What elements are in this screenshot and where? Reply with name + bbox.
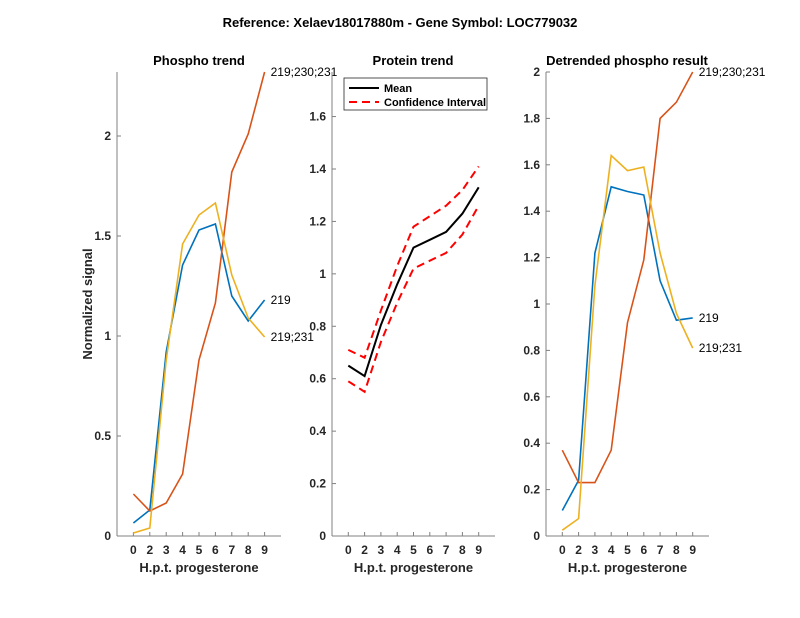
panel-3: 0 2 3 4 5 6 7 8 900.20.40.60.811.21.41.61.82Detr… <box>523 53 765 575</box>
series-line-219-231 <box>561 153 694 531</box>
legend-box <box>343 77 488 111</box>
x-tick-label: 6 <box>212 543 219 557</box>
x-tick-label: 7 <box>443 543 450 557</box>
y-tick-label: 2 <box>104 129 111 143</box>
y-tick-label: 0 <box>104 529 111 543</box>
x-tick-label: 7 <box>228 543 235 557</box>
x-tick-label: 5 <box>410 543 417 557</box>
panel-title: Protein trend <box>373 53 454 68</box>
series-line-219 <box>132 222 266 524</box>
series-end-label: 219;231 <box>699 341 743 355</box>
y-tick-label: 1 <box>319 267 326 281</box>
x-axis-label: H.p.t. progesterone <box>139 560 258 575</box>
y-tick-label: 1.8 <box>523 111 540 125</box>
series-end-label: 219 <box>271 293 291 307</box>
series-end-label: 219;230;231 <box>271 65 338 79</box>
y-tick-label: 0.4 <box>523 436 540 450</box>
y-tick-label: 0.6 <box>523 390 540 404</box>
y-tick-label: 1.2 <box>523 251 540 265</box>
x-tick-label: 4 <box>608 543 615 557</box>
x-tick-label: 2 <box>575 543 582 557</box>
series-line-219-230-231 <box>561 71 694 484</box>
x-axis-label: H.p.t. progesterone <box>568 560 687 575</box>
x-tick-label: 3 <box>378 543 385 557</box>
x-tick-label: 8 <box>459 543 466 557</box>
x-tick-label: 5 <box>624 543 631 557</box>
legend-label: Mean <box>384 83 412 95</box>
x-tick-label: 9 <box>475 543 482 557</box>
y-tick-label: 0 <box>319 529 326 543</box>
x-tick-label: 9 <box>261 543 268 557</box>
panel-2: 0 2 3 4 5 6 7 8 900.20.40.60.811.21.41.6Protein … <box>309 53 495 575</box>
x-tick-label: 3 <box>592 543 599 557</box>
series-end-label: 219;231 <box>271 330 315 344</box>
x-tick-label: 3 <box>163 543 170 557</box>
y-tick-label: 1.4 <box>309 162 326 176</box>
series-line-mean <box>347 186 480 378</box>
panel-title: Phospho trend <box>153 53 245 68</box>
series-line-219-231 <box>133 201 266 534</box>
x-tick-label: 0 <box>559 543 566 557</box>
y-tick-label: 0 <box>533 529 540 543</box>
y-tick-label: 2 <box>533 65 540 79</box>
x-tick-label: 5 <box>196 543 203 557</box>
y-tick-label: 0.4 <box>309 424 326 438</box>
x-tick-label: 8 <box>673 543 680 557</box>
y-tick-label: 0.8 <box>309 319 326 333</box>
series-line-219-230-231 <box>132 71 266 512</box>
y-tick-label: 0.5 <box>94 429 111 443</box>
y-tick-label: 1 <box>533 297 540 311</box>
y-tick-label: 1.5 <box>94 229 111 243</box>
x-tick-label: 6 <box>426 543 433 557</box>
x-tick-label: 7 <box>657 543 664 557</box>
x-tick-label: 0 <box>345 543 352 557</box>
y-tick-label: 1.2 <box>309 214 326 228</box>
x-tick-label: 9 <box>689 543 696 557</box>
series-end-label: 219;230;231 <box>699 65 766 79</box>
figure-title: Reference: Xelaev18017880m - Gene Symbol… <box>223 15 578 30</box>
x-axis-label: H.p.t. progesterone <box>354 560 473 575</box>
y-tick-label: 0.8 <box>523 343 540 357</box>
series-line-219 <box>561 185 693 511</box>
x-tick-label: 4 <box>394 543 401 557</box>
x-tick-label: 2 <box>361 543 368 557</box>
legend-label: Confidence Interval <box>384 97 486 109</box>
y-tick-label: 1 <box>104 329 111 343</box>
y-axis-label: Normalized signal <box>80 248 95 359</box>
legend: Mean Confidence Interval <box>343 77 488 111</box>
series-end-label: 219 <box>699 311 719 325</box>
x-tick-label: 0 <box>130 543 137 557</box>
x-tick-label: 8 <box>245 543 252 557</box>
y-tick-label: 1.6 <box>523 158 540 172</box>
y-tick-label: 0.2 <box>309 477 326 491</box>
y-tick-label: 1.4 <box>523 204 540 218</box>
series-line-confidence-interval-upper- <box>347 165 480 360</box>
y-tick-label: 1.6 <box>309 110 326 124</box>
y-tick-label: 0.2 <box>523 483 540 497</box>
x-tick-label: 2 <box>146 543 153 557</box>
y-tick-label: 0.6 <box>309 372 326 386</box>
x-tick-label: 4 <box>179 543 186 557</box>
panel-title: Detrended phospho result <box>546 53 708 68</box>
x-tick-label: 6 <box>640 543 647 557</box>
